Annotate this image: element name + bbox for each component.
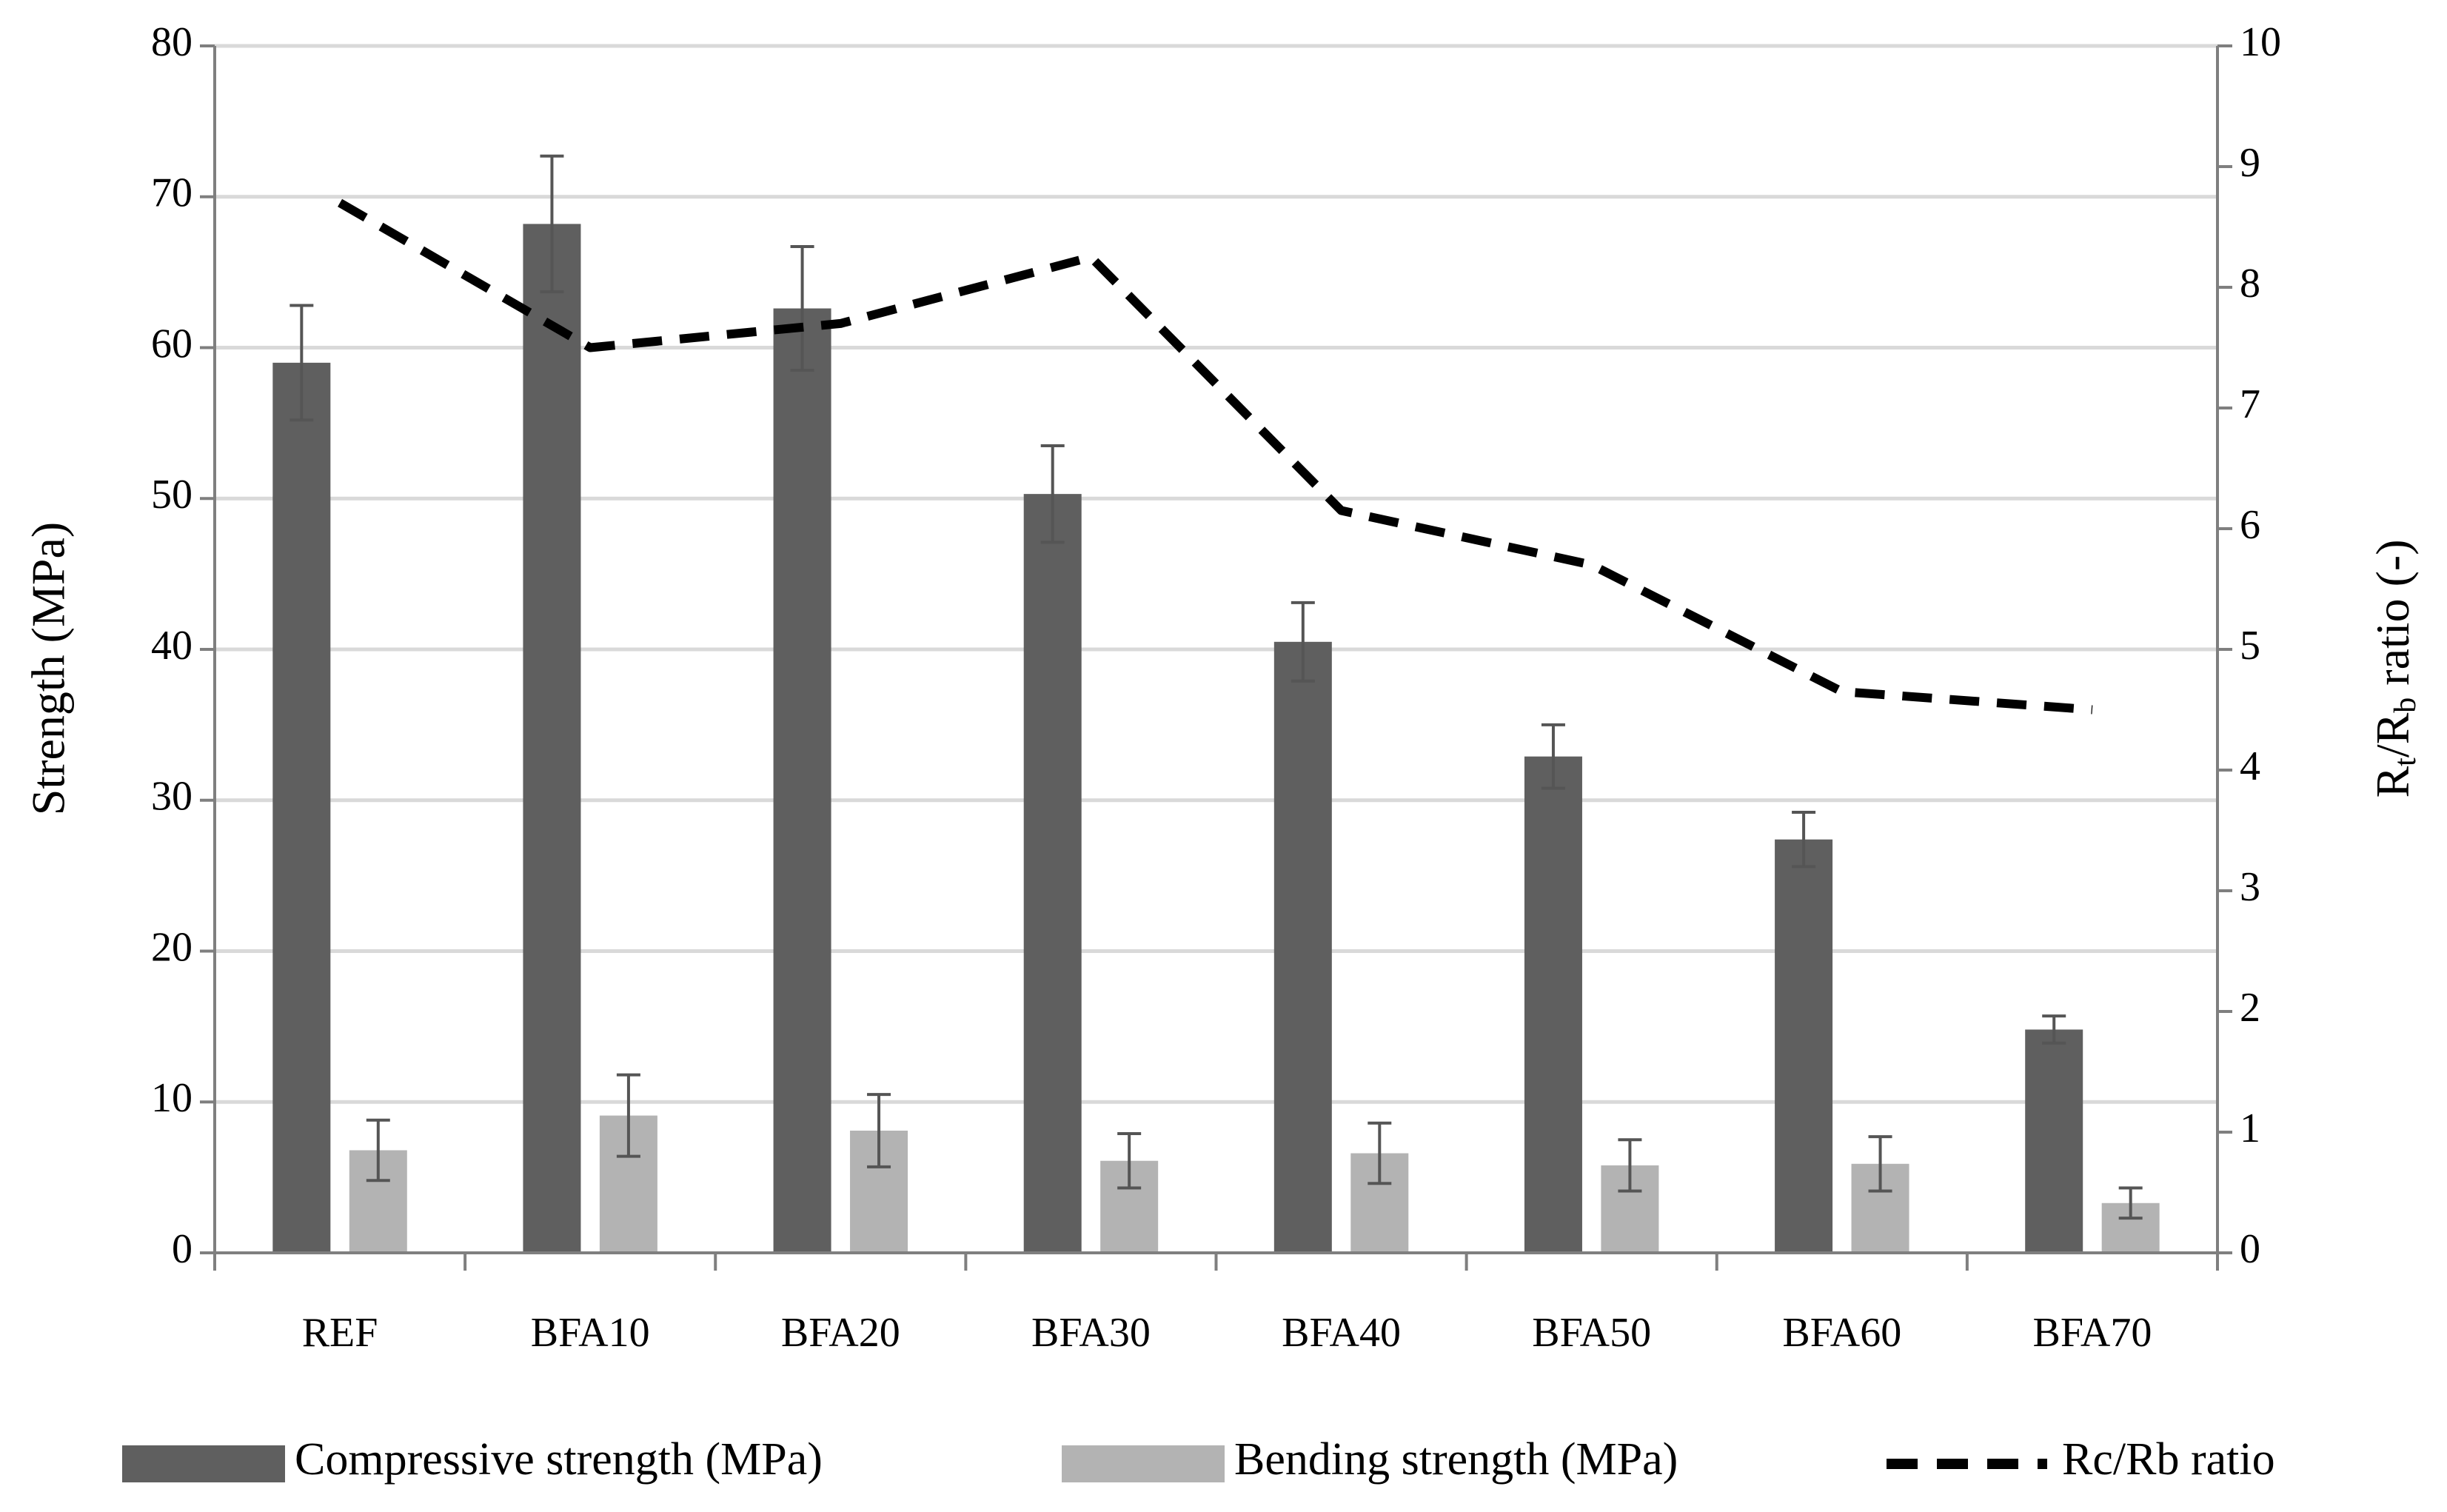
right-axis-title-slash: /R <box>2366 712 2419 757</box>
compressive-bar <box>773 308 831 1253</box>
legend-label-bending: Bending strength (MPa) <box>1234 1434 1678 1485</box>
right-tick-label: 1 <box>2240 1105 2260 1151</box>
right-tick-label: 2 <box>2240 985 2260 1031</box>
right-axis-title-sub2: b <box>2389 698 2423 713</box>
category-label: BFA50 <box>1532 1310 1651 1356</box>
compressive-bar <box>272 362 331 1253</box>
right-tick-label: 10 <box>2240 19 2281 65</box>
right-axis-ticks: 0 1 2 3 4 5 6 7 8 9 10 <box>2217 19 2281 1272</box>
error-bars <box>289 154 2143 1220</box>
right-tick-label: 5 <box>2240 623 2260 669</box>
left-tick-label: 40 <box>151 623 193 669</box>
left-tick-label: 10 <box>151 1075 193 1121</box>
left-tick-label: 80 <box>151 19 193 65</box>
left-tick-label: 0 <box>172 1226 193 1272</box>
compressive-bar <box>2025 1029 2083 1253</box>
left-tick-label: 50 <box>151 472 193 518</box>
legend-swatch-compressive <box>122 1445 285 1482</box>
category-label: BFA40 <box>1282 1310 1401 1356</box>
ratio-line-group <box>338 198 2093 715</box>
category-label: BFA30 <box>1031 1310 1151 1356</box>
axes <box>213 46 2219 1271</box>
left-axis-title: Strength (MPa) <box>22 522 75 815</box>
compressive-bar <box>1023 494 1082 1254</box>
category-label: BFA70 <box>2033 1310 2152 1356</box>
gridlines <box>215 44 2217 1104</box>
ratio-line <box>338 198 2093 715</box>
left-tick-label: 60 <box>151 321 193 367</box>
right-tick-label: 0 <box>2240 1226 2260 1272</box>
bars <box>272 224 2160 1254</box>
right-tick-label: 9 <box>2240 140 2260 186</box>
right-axis-title-r1: R <box>2366 766 2419 798</box>
compressive-bar <box>1775 839 1833 1253</box>
compressive-bar <box>523 224 581 1253</box>
category-label: REF <box>302 1310 378 1356</box>
legend-label-compressive: Compressive strength (MPa) <box>295 1434 823 1485</box>
right-tick-label: 7 <box>2240 381 2260 427</box>
right-tick-label: 6 <box>2240 502 2260 548</box>
right-axis-title-rest: ratio (-) <box>2366 539 2419 697</box>
right-tick-label: 3 <box>2240 864 2260 910</box>
right-axis-title-sub1: t <box>2389 757 2423 766</box>
right-tick-label: 4 <box>2240 743 2260 789</box>
left-tick-label: 30 <box>151 774 193 820</box>
left-tick-label: 20 <box>151 924 193 970</box>
left-tick-label: 70 <box>151 170 193 216</box>
right-axis-title: Rt/Rb ratio (-) <box>2366 539 2423 797</box>
right-tick-label: 8 <box>2240 261 2260 307</box>
category-label: BFA60 <box>1782 1310 1901 1356</box>
legend-label-ratio: Rc/Rb ratio <box>2062 1434 2275 1485</box>
compressive-bar <box>1273 641 1332 1253</box>
category-label: BFA20 <box>781 1310 900 1356</box>
legend: Compressive strength (MPa) Bending stren… <box>122 1434 2275 1485</box>
legend-swatch-bending <box>1062 1445 1225 1482</box>
category-labels: REF BFA10 BFA20 BFA30 BFA40 BFA50 BFA60 BFA70 <box>302 1310 2152 1356</box>
category-label: BFA10 <box>531 1310 650 1356</box>
compressive-bar <box>1524 756 1582 1253</box>
left-axis-ticks: 0 10 20 30 40 50 60 70 80 <box>151 19 215 1272</box>
